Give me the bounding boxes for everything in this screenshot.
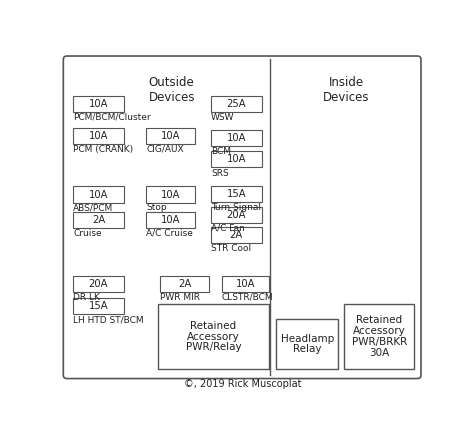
Text: Retained: Retained xyxy=(356,316,402,325)
Text: PWR/Relay: PWR/Relay xyxy=(186,342,241,353)
FancyBboxPatch shape xyxy=(211,186,262,202)
FancyBboxPatch shape xyxy=(211,95,262,112)
Text: 10A: 10A xyxy=(161,131,180,141)
FancyBboxPatch shape xyxy=(146,186,195,202)
Text: A/C Fan: A/C Fan xyxy=(211,223,245,233)
Text: LH HTD ST/BCM: LH HTD ST/BCM xyxy=(73,315,144,324)
FancyBboxPatch shape xyxy=(73,276,124,292)
Text: 10A: 10A xyxy=(227,133,246,143)
FancyBboxPatch shape xyxy=(211,151,262,167)
Text: 10A: 10A xyxy=(161,190,180,199)
FancyBboxPatch shape xyxy=(276,319,338,369)
Text: A/C Cruise: A/C Cruise xyxy=(146,229,193,238)
Text: 10A: 10A xyxy=(236,279,255,289)
Text: 15A: 15A xyxy=(89,301,108,311)
FancyBboxPatch shape xyxy=(345,304,414,369)
Text: PCM (CRANK): PCM (CRANK) xyxy=(73,145,133,154)
Text: WSW: WSW xyxy=(211,113,235,122)
Text: 2A: 2A xyxy=(178,279,191,289)
Text: Turn Signal: Turn Signal xyxy=(211,202,261,212)
Text: Retained: Retained xyxy=(191,321,237,331)
FancyBboxPatch shape xyxy=(73,298,124,314)
FancyBboxPatch shape xyxy=(146,128,195,144)
Text: Headlamp: Headlamp xyxy=(281,333,334,344)
Text: BCM: BCM xyxy=(211,147,231,156)
Text: SRS: SRS xyxy=(211,169,229,178)
Text: Stop: Stop xyxy=(146,203,167,212)
Text: 10A: 10A xyxy=(89,131,108,141)
Text: 10A: 10A xyxy=(89,190,108,199)
FancyBboxPatch shape xyxy=(73,186,124,202)
Text: Accessory: Accessory xyxy=(353,326,406,336)
Text: PWR MIR: PWR MIR xyxy=(160,293,200,302)
FancyBboxPatch shape xyxy=(158,304,268,369)
Text: DR LK: DR LK xyxy=(73,293,100,302)
Text: 20A: 20A xyxy=(89,279,108,289)
Text: CIG/AUX: CIG/AUX xyxy=(146,145,184,154)
FancyBboxPatch shape xyxy=(73,95,124,112)
FancyBboxPatch shape xyxy=(73,212,124,228)
FancyBboxPatch shape xyxy=(211,130,262,147)
Text: 10A: 10A xyxy=(161,215,180,225)
Text: Inside
Devices: Inside Devices xyxy=(323,76,369,104)
FancyBboxPatch shape xyxy=(64,56,421,379)
Text: ABS/PCM: ABS/PCM xyxy=(73,203,113,212)
FancyBboxPatch shape xyxy=(146,212,195,228)
Text: Outside
Devices: Outside Devices xyxy=(148,76,195,104)
FancyBboxPatch shape xyxy=(160,276,209,292)
Text: ©, 2019 Rick Muscoplat: ©, 2019 Rick Muscoplat xyxy=(184,379,301,389)
Text: PWR/BRKR: PWR/BRKR xyxy=(352,337,407,347)
Text: 2A: 2A xyxy=(230,230,243,240)
Text: 10A: 10A xyxy=(227,154,246,164)
Text: PCM/BCM/Cluster: PCM/BCM/Cluster xyxy=(73,113,151,122)
Text: Relay: Relay xyxy=(293,345,321,354)
Text: 2A: 2A xyxy=(92,215,105,225)
FancyBboxPatch shape xyxy=(73,128,124,144)
FancyBboxPatch shape xyxy=(222,276,268,292)
FancyBboxPatch shape xyxy=(211,206,262,223)
Text: 20A: 20A xyxy=(227,210,246,220)
Text: Cruise: Cruise xyxy=(73,229,102,238)
FancyBboxPatch shape xyxy=(211,227,262,243)
Text: STR Cool: STR Cool xyxy=(211,244,251,253)
Text: Accessory: Accessory xyxy=(187,332,240,341)
Text: 25A: 25A xyxy=(227,99,246,109)
Text: 30A: 30A xyxy=(369,348,390,358)
Text: 15A: 15A xyxy=(227,189,246,199)
Text: 10A: 10A xyxy=(89,99,108,109)
Text: CLSTR/BCM: CLSTR/BCM xyxy=(222,293,273,302)
